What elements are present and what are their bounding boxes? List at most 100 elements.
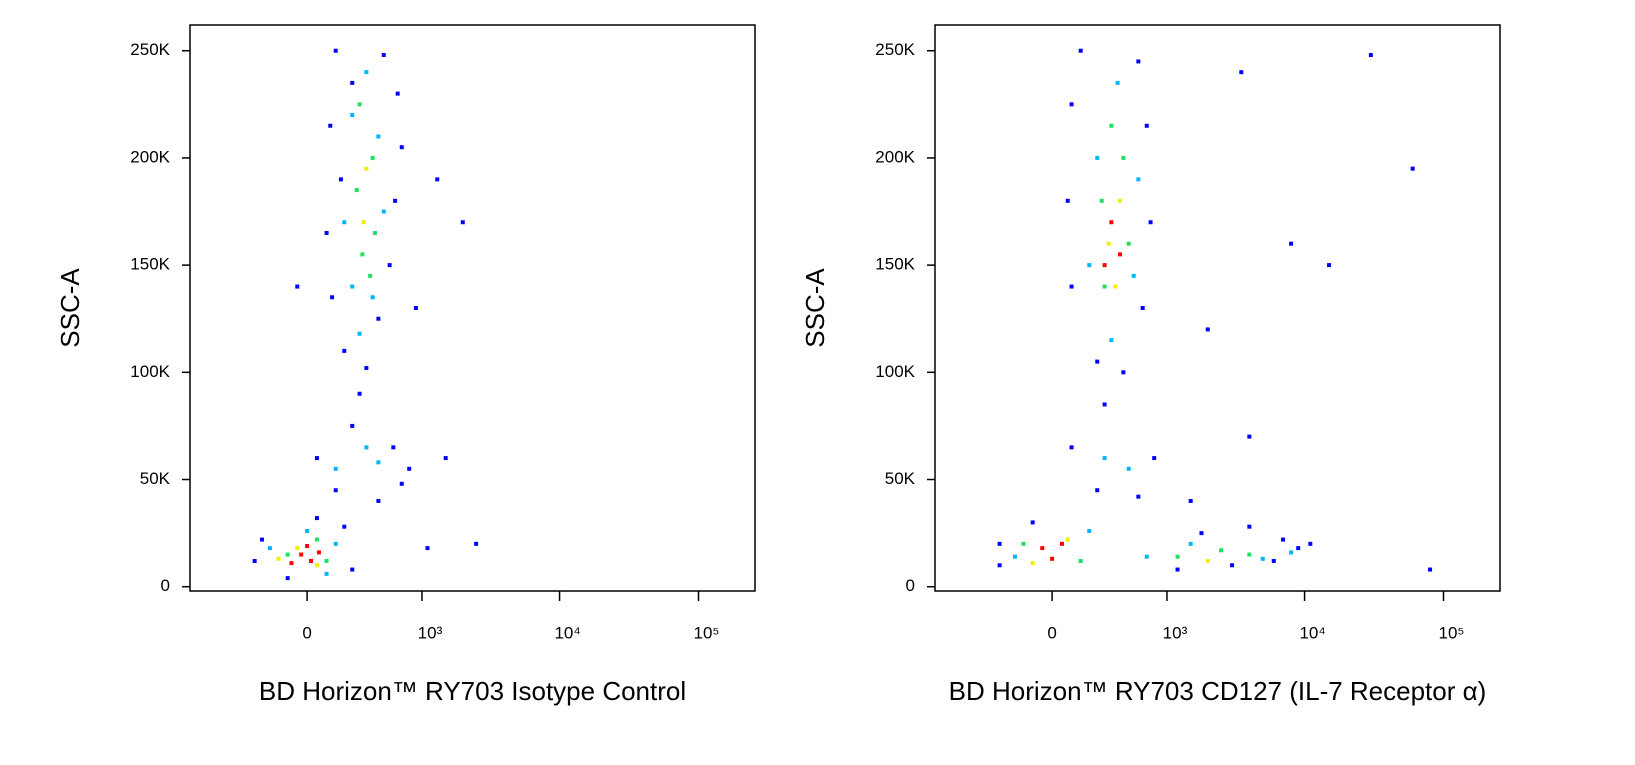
data-point xyxy=(1205,558,1210,563)
data-point xyxy=(443,456,448,461)
data-point xyxy=(1239,70,1244,75)
data-point xyxy=(1219,548,1224,553)
y-tick-label: 50K xyxy=(140,469,171,488)
data-point xyxy=(305,543,310,548)
data-point xyxy=(1136,59,1141,64)
x-tick-label: 0 xyxy=(1047,623,1056,642)
plot-frame xyxy=(934,24,1501,592)
data-point xyxy=(333,541,338,546)
data-point xyxy=(376,316,381,321)
data-point xyxy=(357,391,362,396)
data-point xyxy=(295,284,300,289)
data-point xyxy=(395,91,400,96)
data-point xyxy=(324,230,329,235)
data-point xyxy=(252,558,257,563)
data-point xyxy=(350,113,355,118)
data-point xyxy=(350,567,355,572)
data-point xyxy=(1136,494,1141,499)
data-point xyxy=(381,53,386,58)
data-point xyxy=(1065,537,1070,542)
data-point xyxy=(1144,554,1149,559)
data-point xyxy=(425,546,430,551)
y-tick-label: 200K xyxy=(130,147,170,166)
data-point xyxy=(1188,498,1193,503)
data-point xyxy=(350,284,355,289)
x-axis-label: BD Horizon™ RY703 CD127 (IL-7 Receptor α… xyxy=(949,676,1487,706)
data-point xyxy=(314,456,319,461)
data-point xyxy=(1021,541,1026,546)
data-point xyxy=(1148,220,1153,225)
data-point xyxy=(376,498,381,503)
x-tick-label: 10³ xyxy=(418,623,443,642)
data-point xyxy=(1030,561,1035,566)
data-point xyxy=(370,155,375,160)
data-point xyxy=(1087,263,1092,268)
data-point xyxy=(342,524,347,529)
y-tick-label: 150K xyxy=(875,255,915,274)
data-point xyxy=(1175,554,1180,559)
data-point xyxy=(1102,284,1107,289)
data-point xyxy=(314,516,319,521)
data-point xyxy=(1109,338,1114,343)
data-point xyxy=(364,366,369,371)
y-axis-label: SSC-A xyxy=(55,268,85,348)
data-point xyxy=(342,220,347,225)
data-point xyxy=(381,209,386,214)
data-point xyxy=(1131,273,1136,278)
data-point xyxy=(1126,466,1131,471)
data-point xyxy=(1102,456,1107,461)
data-point xyxy=(1102,263,1107,268)
data-point xyxy=(1126,241,1131,246)
y-tick-label: 0 xyxy=(906,576,915,595)
data-point xyxy=(460,220,465,225)
data-point xyxy=(342,348,347,353)
data-point xyxy=(1199,531,1204,536)
x-tick-label: 10⁴ xyxy=(1299,623,1325,642)
x-tick-label: 0 xyxy=(302,623,311,642)
y-tick-label: 250K xyxy=(875,40,915,59)
data-point xyxy=(1121,370,1126,375)
data-point xyxy=(1247,552,1252,557)
y-tick-label: 100K xyxy=(130,362,170,381)
data-point xyxy=(1078,558,1083,563)
data-point xyxy=(1078,48,1083,53)
data-point xyxy=(1188,541,1193,546)
data-point xyxy=(997,563,1002,568)
data-point xyxy=(357,102,362,107)
data-point xyxy=(1136,177,1141,182)
data-point xyxy=(1281,537,1286,542)
data-point xyxy=(361,220,366,225)
data-point xyxy=(1308,541,1313,546)
data-point xyxy=(1069,445,1074,450)
data-point xyxy=(324,571,329,576)
plot-frame xyxy=(189,24,756,592)
data-point xyxy=(1428,567,1433,572)
data-point xyxy=(364,70,369,75)
data-point xyxy=(1296,546,1301,551)
data-point xyxy=(285,576,290,581)
data-point xyxy=(1144,123,1149,128)
data-point xyxy=(1109,123,1114,128)
data-point xyxy=(364,166,369,171)
data-point xyxy=(276,556,281,561)
data-point xyxy=(387,263,392,268)
data-point xyxy=(1095,155,1100,160)
data-point xyxy=(1069,284,1074,289)
x-tick-label: 10³ xyxy=(1163,623,1188,642)
data-point xyxy=(399,145,404,150)
data-point xyxy=(1117,198,1122,203)
data-point xyxy=(435,177,440,182)
data-point xyxy=(1059,541,1064,546)
data-point xyxy=(295,546,300,551)
data-point xyxy=(370,295,375,300)
x-tick-label: 10⁵ xyxy=(694,623,720,642)
data-point xyxy=(267,546,272,551)
data-point xyxy=(285,552,290,557)
y-tick-label: 150K xyxy=(130,255,170,274)
data-point xyxy=(1121,155,1126,160)
data-point xyxy=(338,177,343,182)
data-point xyxy=(360,252,365,257)
data-point xyxy=(1230,563,1235,568)
y-tick-label: 50K xyxy=(885,469,916,488)
